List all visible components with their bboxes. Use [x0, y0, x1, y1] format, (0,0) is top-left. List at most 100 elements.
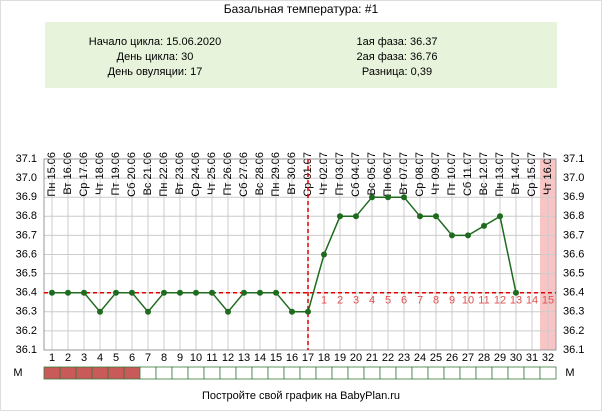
x-tick-label: 30: [510, 352, 522, 364]
y-tick-label: 36.5: [16, 268, 37, 280]
point: [161, 289, 167, 296]
menstruation-cell: [91, 366, 109, 380]
point: [209, 289, 215, 296]
point: [289, 308, 295, 315]
menstruation-cell: [171, 366, 189, 380]
y-tick-label: 36.7: [16, 229, 37, 241]
info: Начало цикла: 15.06.2020: [89, 36, 221, 48]
menstruation-cell: [219, 366, 237, 380]
info: Разница: 0,39: [362, 66, 432, 78]
date-label: Ср 24.06: [190, 152, 202, 197]
plot-border: [43, 158, 557, 351]
menstruation-cell: [139, 366, 157, 380]
menstruation-cell: [75, 366, 93, 380]
info: 2ая фаза: 36.76: [356, 51, 437, 63]
date-label: Пн 15.06: [46, 152, 58, 197]
menstruation-cell: [235, 366, 253, 380]
y-tick-label: 36.1: [16, 344, 37, 356]
x-tick-label: 29: [494, 352, 506, 364]
menstruation-cell: [459, 366, 477, 380]
y-tick-label: 36.4: [16, 287, 37, 299]
point: [97, 308, 103, 315]
point: [417, 213, 423, 220]
x-tick-label: 2: [65, 352, 71, 364]
date-label: Вт 30.06: [286, 152, 298, 195]
phase-day-label: 8: [433, 295, 439, 307]
date-label: Вс 05.07: [366, 152, 378, 195]
phase-day-label: 9: [449, 295, 455, 307]
date-label: Вс 12.07: [478, 152, 490, 195]
point: [113, 289, 119, 296]
point: [193, 289, 199, 296]
x-tick-label: 8: [161, 352, 167, 364]
menstruation-cell: [283, 366, 301, 380]
menstruation-label: М: [13, 367, 22, 379]
x-tick-label: 31: [526, 352, 538, 364]
phase-day-label: 3: [353, 295, 359, 307]
menstruation-cell: [299, 366, 317, 380]
point: [273, 289, 279, 296]
x-tick-label: 1: [49, 352, 55, 364]
date-label: Вс 28.06: [254, 152, 266, 195]
phase-day-label: 7: [417, 295, 423, 307]
footer: Постройте свой график на BabyPlan.ru: [202, 390, 400, 402]
menstruation-label: М: [565, 367, 574, 379]
date-label: Пн 13.07: [494, 152, 506, 197]
point: [449, 232, 455, 239]
menstruation-cell: [315, 366, 333, 380]
point: [497, 213, 503, 220]
x-tick-label: 18: [318, 352, 330, 364]
date-label: Вт 14.07: [510, 152, 522, 195]
x-tick-label: 9: [177, 352, 183, 364]
x-tick-label: 28: [478, 352, 490, 364]
date-label: Сб 27.06: [238, 152, 250, 197]
x-tick-label: 27: [462, 352, 474, 364]
y-tick-label: 37.1: [563, 153, 584, 165]
date-label: Пт 19.06: [110, 152, 122, 196]
menstruation-cell: [427, 366, 445, 380]
phase-day-label: 13: [510, 295, 522, 307]
point: [481, 222, 487, 229]
x-tick-label: 7: [145, 352, 151, 364]
menstruation-cell: [123, 366, 141, 380]
x-tick-label: 6: [129, 352, 135, 364]
phase-day-label: 2: [337, 295, 343, 307]
phase-day-label: 6: [401, 295, 407, 307]
menstruation-cell: [187, 366, 205, 380]
x-tick-label: 20: [350, 352, 362, 364]
menstruation-cell: [395, 366, 413, 380]
point: [369, 194, 375, 201]
phase-day-label: 1: [321, 295, 327, 307]
menstruation-cell: [443, 366, 461, 380]
point: [305, 308, 311, 315]
point: [177, 289, 183, 296]
menstruation-cell: [59, 366, 77, 380]
menstruation-cell: [539, 366, 557, 380]
menstruation-cell: [43, 366, 61, 380]
menstruation-cell: [523, 366, 541, 380]
x-tick-label: 21: [366, 352, 378, 364]
menstruation-cell: [491, 366, 509, 380]
point: [353, 213, 359, 220]
phase-day-label: 14: [526, 295, 538, 307]
menstruation-cell: [411, 366, 429, 380]
point: [49, 289, 55, 296]
x-tick-label: 25: [430, 352, 442, 364]
date-label: Вт 07.07: [398, 152, 410, 195]
date-label: Ср 08.07: [414, 152, 426, 197]
x-tick-label: 24: [414, 352, 426, 364]
date-label: Пн 22.06: [158, 152, 170, 197]
x-tick-label: 14: [254, 352, 266, 364]
menstruation-cell: [379, 366, 397, 380]
phase-day-label: 11: [478, 295, 489, 307]
date-label: Ср 17.06: [78, 152, 90, 197]
y-tick-label: 36.6: [16, 248, 37, 260]
point: [337, 213, 343, 220]
y-tick-label: 36.3: [563, 306, 584, 318]
info: 1ая фаза: 36.37: [356, 36, 437, 48]
point: [129, 289, 135, 296]
x-tick-label: 10: [190, 352, 202, 364]
point: [513, 289, 519, 296]
y-tick-label: 36.8: [563, 210, 584, 222]
phase-day-label: 15: [542, 295, 554, 307]
